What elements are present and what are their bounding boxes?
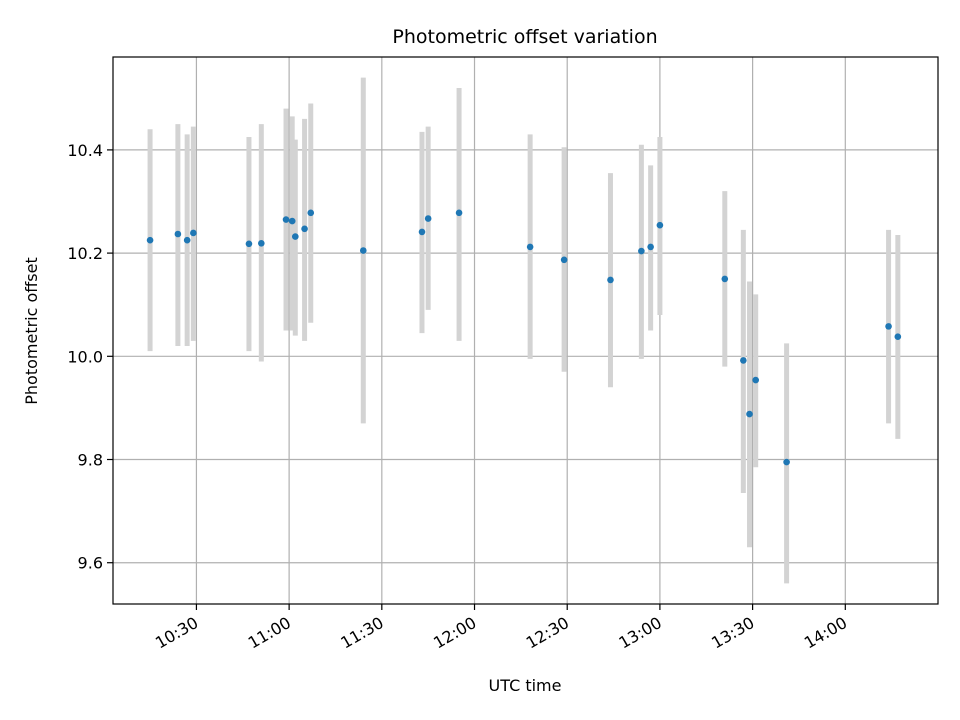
data-point [190,229,197,237]
x-tick-label: 13:30 [708,613,757,653]
y-tick-label: 9.6 [78,554,103,573]
data-point [174,230,182,238]
data-point [245,240,253,248]
data-point [721,275,729,283]
plot-frame [112,56,939,605]
y-tick-label: 10.0 [67,347,103,366]
data-point [783,458,790,466]
x-tick-label: 11:30 [337,613,386,653]
data-point [292,233,299,240]
x-axis-title: UTC time [489,676,562,695]
data-point [282,216,290,223]
data-point [607,276,614,284]
data-points [146,209,902,466]
data-point [647,243,654,251]
x-tick-label: 12:00 [430,613,479,653]
data-point [885,323,892,330]
data-point [656,221,664,229]
y-tick-label: 9.8 [78,451,103,470]
x-tick-label: 10:30 [152,613,201,653]
data-point [307,209,315,217]
data-point [424,215,432,222]
data-point [746,410,753,418]
data-point [638,247,645,255]
data-point [526,243,534,251]
data-point [183,236,191,244]
data-point [258,239,265,247]
data-point [894,333,902,340]
data-point [455,209,463,217]
x-tick-label: 13:00 [615,613,664,653]
data-point [288,217,296,225]
y-tick-label: 10.4 [67,141,103,160]
data-point [740,357,747,364]
x-axis: 10:30 11:00 11:30 12:00 12:30 13:00 13:30 14:00 [152,604,850,653]
data-point [301,225,308,233]
data-point [418,228,426,236]
y-axis-title: Photometric offset [22,257,41,405]
chart-title: Photometric offset variation [392,26,657,48]
x-tick-label: 11:00 [245,613,294,653]
y-axis: 9.6 9.8 10.0 10.2 10.4 [67,141,113,573]
error-bars [147,77,901,584]
data-point [359,247,367,254]
x-tick-label: 14:00 [801,613,850,653]
x-tick-label: 12:30 [523,613,572,653]
data-point [146,236,154,244]
grid [113,57,938,604]
y-tick-label: 10.2 [67,244,103,263]
data-point [752,376,759,384]
data-point [560,256,568,264]
